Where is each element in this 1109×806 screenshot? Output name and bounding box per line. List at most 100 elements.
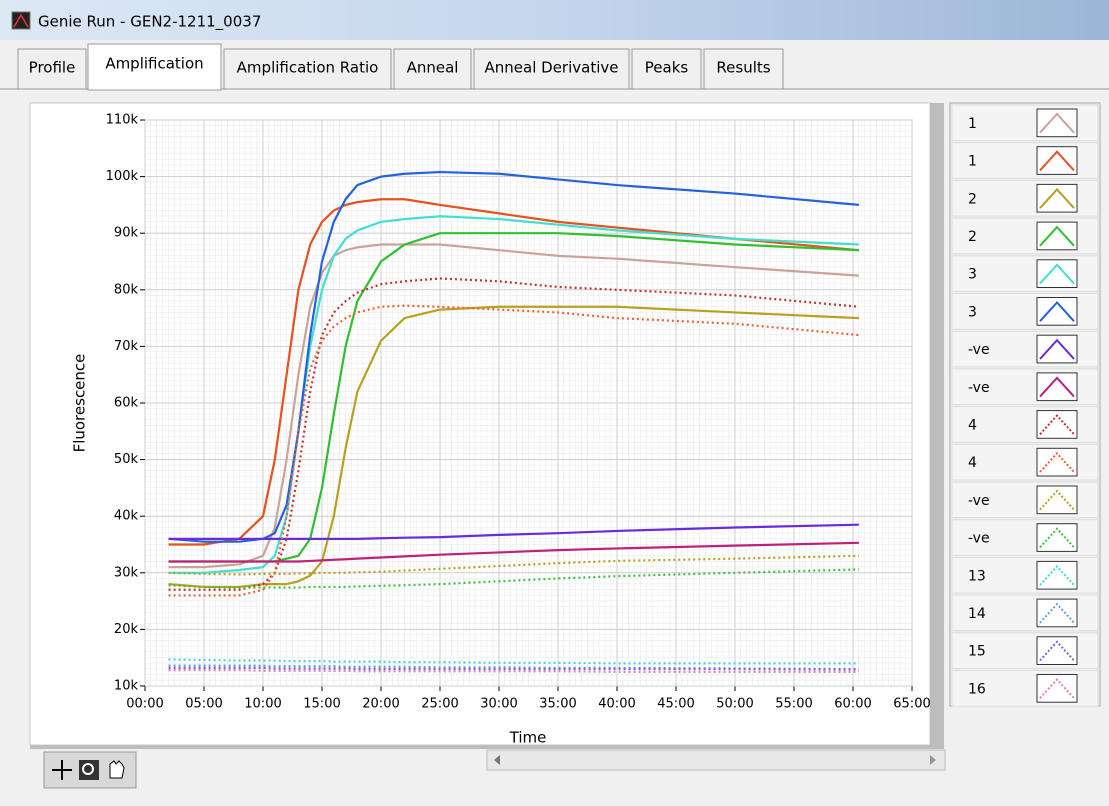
legend-label: -ve xyxy=(968,380,990,396)
x-tick-label: 35:00 xyxy=(539,697,576,712)
legend-label: -ve xyxy=(968,342,990,358)
legend-swatch xyxy=(1039,301,1075,322)
tab[interactable] xyxy=(631,48,702,90)
tab-label: Anneal xyxy=(407,59,459,77)
frame-shadow xyxy=(30,745,944,749)
series-line xyxy=(168,198,860,546)
legend-label: 3 xyxy=(968,267,977,283)
y-tick-label: 100k xyxy=(106,169,139,184)
zoom-tool[interactable] xyxy=(79,760,99,780)
tab-label: Amplification Ratio xyxy=(237,59,379,77)
tab-bar: Profile Amplification Amplification Ratio A… xyxy=(17,43,784,91)
x-tick-label: 30:00 xyxy=(480,697,517,712)
series-line xyxy=(168,243,859,569)
pan-tool[interactable] xyxy=(109,760,125,779)
x-tick-label: 40:00 xyxy=(598,697,635,712)
legend-swatch xyxy=(1039,263,1075,285)
x-tick-label: 10:00 xyxy=(244,697,281,712)
frame-shadow xyxy=(930,103,944,748)
x-tick-label: 50:00 xyxy=(716,697,753,712)
tab[interactable] xyxy=(223,48,392,90)
app-icon xyxy=(11,11,31,30)
x-tick-label: 55:00 xyxy=(775,697,812,712)
y-tick-label: 10k xyxy=(114,679,139,694)
tab-label: Profile xyxy=(29,59,76,77)
x-axis-label: Time xyxy=(509,729,547,747)
legend-swatch xyxy=(1039,338,1075,360)
tab-label: Results xyxy=(716,59,770,77)
tab-label: Amplification xyxy=(105,55,203,73)
legend-label: 2 xyxy=(968,229,977,245)
y-tick-label: 40k xyxy=(114,509,139,524)
legend-swatch xyxy=(1039,489,1075,511)
tab[interactable] xyxy=(473,48,630,90)
legend-label: 2 xyxy=(968,191,977,207)
x-tick-label: 60:00 xyxy=(834,697,871,712)
series-line xyxy=(168,523,859,540)
series-line xyxy=(168,215,859,574)
legend-swatch xyxy=(1039,640,1075,662)
legend-swatch xyxy=(1039,187,1075,209)
tab[interactable] xyxy=(703,48,784,90)
y-tick-label: 70k xyxy=(114,339,139,354)
y-tick-label: 60k xyxy=(114,396,139,411)
x-tick-label: 25:00 xyxy=(421,697,458,712)
x-tick-label: 45:00 xyxy=(657,697,694,712)
series-line xyxy=(168,666,859,671)
legend-label: -ve xyxy=(968,493,990,509)
series-line xyxy=(168,664,859,671)
scroll-right[interactable] xyxy=(930,755,936,765)
series-line xyxy=(168,554,859,576)
legend-swatch xyxy=(1039,602,1075,624)
series-line xyxy=(168,669,859,673)
legend-label: 3 xyxy=(968,304,977,320)
legend-label: 13 xyxy=(968,568,986,584)
scrollbar[interactable] xyxy=(486,749,946,771)
legend-swatch xyxy=(1039,112,1075,134)
legend-swatch xyxy=(1039,150,1075,172)
zoom-glyph xyxy=(82,763,94,775)
legend-label: 1 xyxy=(968,116,977,132)
series-line xyxy=(168,541,859,563)
scroll-left[interactable] xyxy=(494,755,500,765)
legend-label: 14 xyxy=(968,606,986,622)
x-tick-label: 65:00 xyxy=(893,697,930,712)
legend-swatch xyxy=(1039,376,1075,398)
tab[interactable] xyxy=(87,43,222,91)
legend-swatch xyxy=(1039,527,1075,549)
x-tick-label: 00:00 xyxy=(126,697,163,712)
legend-label: 16 xyxy=(968,681,986,697)
legend-label: 4 xyxy=(968,455,977,471)
series-line xyxy=(168,658,859,665)
cursor-tool[interactable] xyxy=(52,760,72,780)
legend-swatch xyxy=(1039,564,1075,586)
legend-swatch xyxy=(1039,451,1075,473)
legend-label: 15 xyxy=(968,644,986,660)
legend-swatch xyxy=(1039,414,1075,435)
x-tick-label: 15:00 xyxy=(303,697,340,712)
y-tick-label: 90k xyxy=(114,226,139,241)
series-line xyxy=(168,304,860,597)
series-line xyxy=(168,568,859,589)
tab[interactable] xyxy=(393,48,472,90)
tab[interactable] xyxy=(17,48,87,90)
app-icon-glyph xyxy=(13,13,29,28)
y-tick-label: 20k xyxy=(114,622,139,637)
x-tick-label: 05:00 xyxy=(185,697,222,712)
legend-label: 1 xyxy=(968,154,977,170)
y-tick-label: 80k xyxy=(114,282,139,297)
legend-label: -ve xyxy=(968,531,990,547)
series-line xyxy=(168,305,859,589)
x-tick-label: 20:00 xyxy=(362,697,399,712)
legend-swatch xyxy=(1039,225,1075,247)
legend-label: 4 xyxy=(968,417,977,433)
tab-label: Anneal Derivative xyxy=(485,59,619,77)
tab-label: Peaks xyxy=(645,59,689,77)
legend-swatch xyxy=(1039,678,1075,699)
y-axis-label: Fluorescence xyxy=(71,354,89,453)
y-tick-label: 110k xyxy=(106,113,139,128)
y-tick-label: 50k xyxy=(114,452,139,467)
y-tick-label: 30k xyxy=(114,565,139,580)
